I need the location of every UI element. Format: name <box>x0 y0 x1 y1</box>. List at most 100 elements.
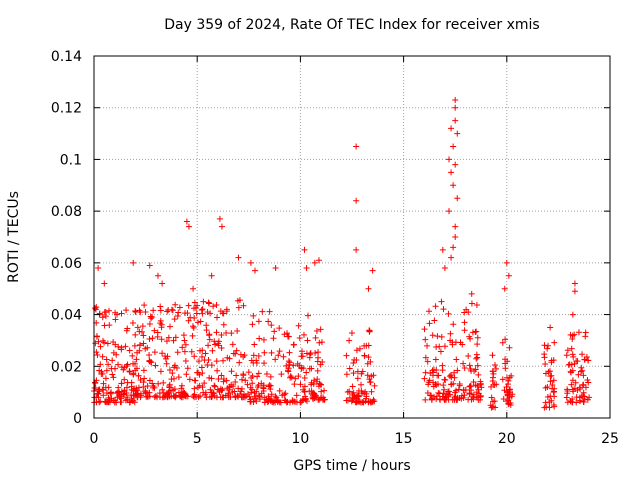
data-point <box>112 365 119 372</box>
data-point <box>146 377 153 384</box>
data-point <box>105 361 112 368</box>
data-point <box>477 393 484 400</box>
data-point <box>461 392 468 399</box>
data-point <box>179 344 186 351</box>
data-point <box>140 379 147 386</box>
data-point <box>569 311 576 318</box>
data-point <box>300 331 307 338</box>
data-point <box>452 117 459 124</box>
data-point <box>433 395 440 402</box>
data-point <box>293 392 300 399</box>
data-point <box>158 336 165 343</box>
data-point <box>220 310 227 317</box>
data-point <box>136 347 143 354</box>
data-point <box>131 342 138 349</box>
data-point <box>198 307 205 314</box>
data-point <box>577 386 584 393</box>
y-tick-label: 0.1 <box>60 152 82 168</box>
data-point <box>571 385 578 392</box>
data-point <box>124 379 131 386</box>
data-point <box>350 395 357 402</box>
data-point <box>92 340 99 347</box>
data-point <box>270 335 277 342</box>
data-point <box>574 358 581 365</box>
data-point <box>493 381 500 388</box>
data-point <box>234 297 241 304</box>
data-point <box>311 393 318 400</box>
data-point <box>474 334 481 341</box>
data-point <box>240 353 247 360</box>
data-point <box>229 341 236 348</box>
data-point <box>489 403 496 410</box>
data-point <box>568 345 575 352</box>
data-point <box>499 339 506 346</box>
data-point <box>311 259 318 266</box>
data-point <box>128 392 135 399</box>
data-point <box>249 386 256 393</box>
data-point <box>488 383 495 390</box>
data-point <box>214 314 221 321</box>
data-point <box>156 390 163 397</box>
data-point <box>236 359 243 366</box>
data-point <box>370 372 377 379</box>
data-point <box>578 364 585 371</box>
data-point <box>450 244 457 251</box>
data-point <box>235 304 242 311</box>
data-point <box>174 349 181 356</box>
data-point <box>256 335 263 342</box>
data-point <box>126 368 133 375</box>
data-point <box>272 393 279 400</box>
data-point <box>318 388 325 395</box>
data-point <box>489 352 496 359</box>
data-point <box>165 390 172 397</box>
data-point <box>191 353 198 360</box>
data-point <box>460 387 467 394</box>
data-point <box>436 390 443 397</box>
data-point <box>148 315 155 322</box>
data-point <box>276 325 283 332</box>
y-tick-label: 0.04 <box>51 308 82 324</box>
data-point <box>542 384 549 391</box>
data-point <box>146 336 153 343</box>
data-point <box>361 352 368 359</box>
data-point <box>134 324 141 331</box>
data-point <box>580 398 587 405</box>
data-point <box>207 310 214 317</box>
data-point <box>199 347 206 354</box>
data-point <box>551 393 558 400</box>
data-point <box>547 378 554 385</box>
data-point <box>301 383 308 390</box>
data-point <box>291 381 298 388</box>
data-point <box>135 372 142 379</box>
data-point <box>175 374 182 381</box>
data-point <box>317 381 324 388</box>
data-point <box>467 335 474 342</box>
data-point <box>171 316 178 323</box>
data-point <box>565 361 572 368</box>
data-point <box>115 388 122 395</box>
data-point <box>310 395 317 402</box>
data-point <box>344 389 351 396</box>
data-point <box>206 374 213 381</box>
data-point <box>220 321 227 328</box>
data-point <box>321 387 328 394</box>
data-point <box>267 397 274 404</box>
data-point <box>542 361 549 368</box>
data-point <box>97 361 104 368</box>
data-point <box>234 328 241 335</box>
data-point <box>343 352 350 359</box>
data-point <box>474 354 481 361</box>
data-point <box>101 322 108 329</box>
data-point <box>240 371 247 378</box>
data-point <box>230 383 237 390</box>
data-point <box>285 333 292 340</box>
data-point <box>489 377 496 384</box>
data-point <box>286 359 293 366</box>
data-point <box>572 379 579 386</box>
data-point <box>199 306 206 313</box>
data-point <box>145 394 151 401</box>
data-point <box>505 272 512 279</box>
data-point <box>109 371 116 378</box>
data-point <box>465 352 472 359</box>
data-point <box>363 393 370 400</box>
